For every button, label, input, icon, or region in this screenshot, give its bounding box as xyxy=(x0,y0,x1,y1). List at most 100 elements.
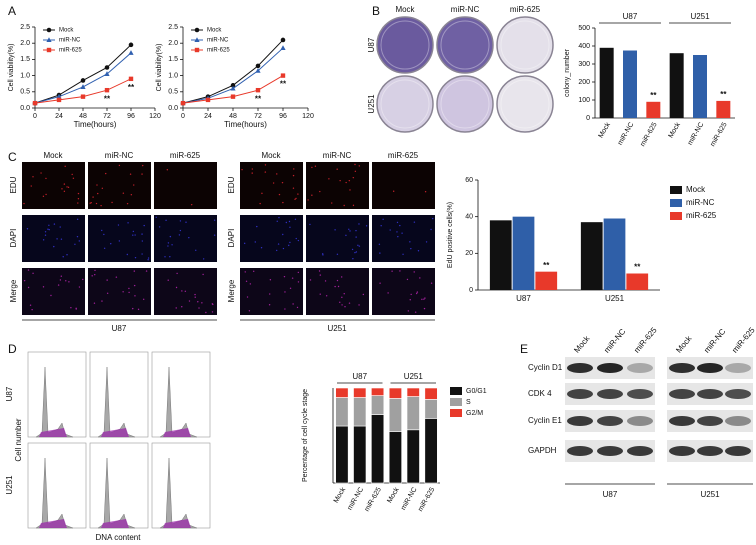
marker xyxy=(230,83,236,88)
cell-dot xyxy=(90,202,92,204)
legend-label: miR-NC xyxy=(207,38,229,44)
cell-dot xyxy=(378,243,381,245)
significance: ** xyxy=(720,90,727,99)
cell-dot xyxy=(115,276,118,278)
cell-dot xyxy=(167,242,170,244)
marker xyxy=(128,42,134,48)
cell-dot xyxy=(175,286,178,289)
colony-plate xyxy=(436,16,494,74)
flow-phase xyxy=(39,519,67,528)
marker xyxy=(104,71,110,76)
legend-label: Mock xyxy=(686,185,706,194)
cell-dot xyxy=(319,190,321,193)
cell-dot xyxy=(93,302,96,304)
legend-label: G0/G1 xyxy=(466,388,487,395)
x-tick-label: 72 xyxy=(103,113,111,120)
y-axis-label: colony_number xyxy=(564,48,571,97)
cell-dot xyxy=(322,254,324,256)
column-label: miR-625 xyxy=(510,5,541,14)
group-label: U251 xyxy=(327,324,347,333)
edu-image xyxy=(372,215,435,262)
cell-dot xyxy=(336,253,339,255)
bar xyxy=(693,55,707,118)
cell-dot xyxy=(53,245,55,248)
cell-dot xyxy=(243,242,246,245)
x-tick-label: 24 xyxy=(204,113,212,120)
cell-dot xyxy=(289,226,291,228)
cell-dot xyxy=(71,173,73,176)
protein-label: GAPDH xyxy=(528,446,557,455)
blot-band xyxy=(725,363,751,373)
cell-dot xyxy=(128,291,130,294)
cell-dot xyxy=(94,273,96,276)
cell-dot xyxy=(283,275,286,278)
cell-dot xyxy=(397,235,399,238)
x-tick-label: 96 xyxy=(279,113,287,120)
plate-rim xyxy=(500,20,550,70)
cell-dot xyxy=(213,234,216,236)
bar-segment xyxy=(388,431,402,484)
bar-segment xyxy=(371,387,385,396)
flow-frame xyxy=(151,351,211,438)
row-label: DAPI xyxy=(9,229,18,248)
cell-dot xyxy=(351,248,354,251)
significance: ** xyxy=(255,94,262,103)
cell-dot xyxy=(292,187,295,189)
y-tick-label: 0.0 xyxy=(168,105,178,112)
cell-dot xyxy=(77,198,80,200)
legend-label: miR-NC xyxy=(686,198,715,207)
cell-dot xyxy=(352,204,355,207)
cell-dot xyxy=(76,235,79,238)
flow-phase xyxy=(39,428,67,437)
significance: ** xyxy=(650,91,657,100)
cell-dot xyxy=(325,295,328,297)
bar-segment xyxy=(353,425,367,484)
cell-dot xyxy=(340,276,343,278)
cell-dot xyxy=(201,302,203,304)
y-axis-label: Percentage of cell cycle stage xyxy=(302,389,309,482)
plate-rim xyxy=(440,20,490,70)
y-tick-label: 400 xyxy=(578,43,590,50)
cell-dot xyxy=(194,296,196,298)
cell-dot xyxy=(319,293,321,295)
x-tick-label: 0 xyxy=(181,113,185,120)
cell-dot xyxy=(128,287,130,290)
cell-dot xyxy=(358,223,360,225)
cell-dot xyxy=(252,270,255,272)
row-label: U251 xyxy=(367,94,376,114)
cell-dot xyxy=(343,204,345,207)
x-tick-label: 120 xyxy=(149,113,161,120)
edu-image xyxy=(88,215,151,262)
cell-dot xyxy=(387,292,389,294)
bar xyxy=(626,273,649,290)
panel-label: A xyxy=(8,4,16,18)
cell-dot xyxy=(188,300,191,302)
y-tick-label: 20 xyxy=(465,250,473,257)
cell-dot xyxy=(179,220,182,222)
cell-dot xyxy=(241,168,243,171)
cell-dot xyxy=(101,229,103,232)
cell-dot xyxy=(106,292,109,294)
cell-dot xyxy=(65,280,67,282)
bar-segment xyxy=(371,414,385,484)
bar xyxy=(599,47,614,118)
y-tick-label: 0.5 xyxy=(20,89,30,96)
cell-dot xyxy=(101,187,104,189)
cell-dot xyxy=(133,184,135,186)
edu-image xyxy=(372,268,435,315)
x-tick-label: U87 xyxy=(516,294,531,303)
cell-dot xyxy=(141,233,143,235)
flow-histogram xyxy=(35,457,74,529)
legend-marker xyxy=(46,37,52,42)
series-line xyxy=(34,44,132,104)
cell-dot xyxy=(278,193,281,196)
legend-label: Mock xyxy=(207,28,222,34)
edu-image xyxy=(22,215,85,262)
cell-dot xyxy=(358,245,361,247)
cell-dot xyxy=(27,269,30,271)
marker xyxy=(280,45,286,51)
flow-phase xyxy=(163,428,191,437)
cell-dot xyxy=(251,168,254,170)
cell-dot xyxy=(213,219,216,221)
cell-dot xyxy=(415,292,418,295)
